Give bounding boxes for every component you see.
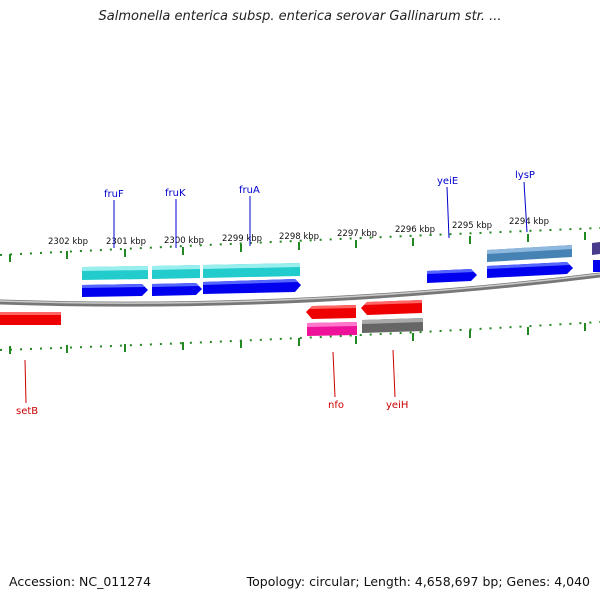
gene-label-yeiE: yeiE	[437, 176, 458, 187]
reverse-genes[interactable]	[0, 300, 422, 325]
top-leader-lines	[113, 181, 528, 248]
ruler-label: 2298 kbp	[279, 232, 319, 242]
map-title: Salmonella enterica subsp. enterica sero…	[98, 9, 502, 24]
ruler-label: 2300 kbp	[164, 236, 204, 246]
cds-row-steelblue[interactable]	[487, 242, 600, 262]
gene-label-yeiH: yeiH	[386, 400, 408, 411]
gene-label-lysP: lysP	[515, 170, 535, 181]
ruler-label: 2299 kbp	[222, 234, 262, 244]
cds-row-cyan[interactable]	[82, 263, 300, 280]
ruler-label: 2301 kbp	[106, 237, 146, 247]
gene-label-nfo: nfo	[328, 400, 344, 411]
gene-label-fruA: fruA	[239, 185, 260, 196]
lower-major-ticks	[9, 323, 586, 354]
gene-label-fruK: fruK	[165, 188, 186, 199]
gene-label-setB: setB	[16, 406, 38, 417]
ruler-label: 2296 kbp	[395, 225, 435, 235]
gene-label-fruF: fruF	[104, 189, 124, 200]
top-gene-labels: fruF fruK fruA yeiE lysP	[104, 170, 535, 200]
backbone	[0, 272, 600, 307]
bottom-leader-lines	[24, 349, 396, 404]
ruler-label: 2295 kbp	[452, 221, 492, 231]
reverse-cds[interactable]	[307, 318, 423, 336]
gene-setB	[0, 312, 61, 325]
ruler-label: 2294 kbp	[509, 217, 549, 227]
upper-tick-ring	[0, 227, 600, 256]
lower-tick-ring	[0, 321, 600, 351]
ruler-labels: 2302 kbp 2301 kbp 2300 kbp 2299 kbp 2298…	[48, 217, 549, 247]
upper-major-ticks	[9, 232, 586, 262]
ruler-label: 2302 kbp	[48, 237, 88, 247]
genome-summary: Topology: circular; Length: 4,658,697 bp…	[246, 574, 590, 589]
forward-genes[interactable]	[82, 260, 600, 297]
ruler-label: 2297 kbp	[337, 229, 377, 239]
bottom-gene-labels: setB nfo yeiH	[16, 400, 408, 417]
accession-label: Accession: NC_011274	[9, 574, 152, 589]
